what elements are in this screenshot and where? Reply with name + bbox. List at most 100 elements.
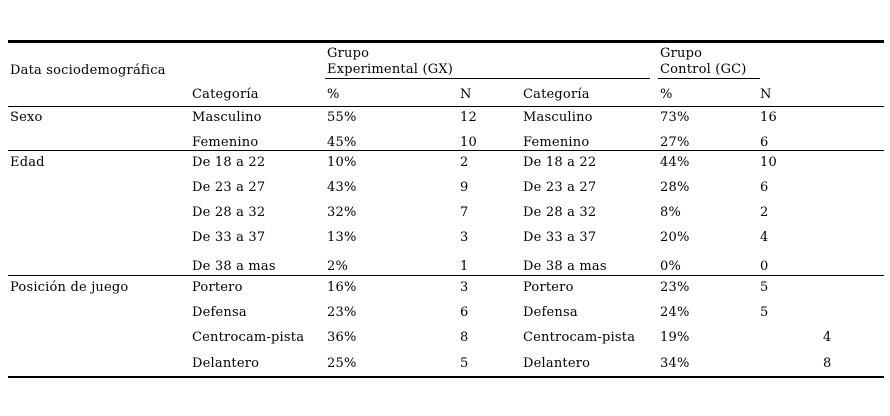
cell-percent-gx: 13% — [327, 230, 357, 245]
col-header-data-sociodemografica: Data sociodemográfica — [10, 63, 166, 78]
cell-percent-gx: 23% — [327, 305, 357, 320]
row-group-label: Posición de juego — [10, 280, 129, 295]
cell-category-gc: De 33 a 37 — [523, 230, 597, 245]
cell-category-gc: Centrocam-pista — [523, 330, 636, 345]
rule-top — [8, 40, 884, 43]
cell-category-gx: De 23 a 27 — [192, 180, 266, 195]
cell-n-gc-shifted: 8 — [823, 356, 832, 371]
cell-n-gc: 6 — [760, 180, 769, 195]
cell-percent-gc: 34% — [660, 356, 690, 371]
table-row-posicion-portero: Posición de juego Portero 16% 3 Portero … — [0, 280, 890, 297]
cell-category-gc: De 38 a mas — [523, 259, 607, 274]
cell-percent-gc: 8% — [660, 205, 682, 220]
cell-n-gx: 5 — [460, 356, 469, 371]
cell-n-gx: 2 — [460, 155, 469, 170]
cell-percent-gx: 43% — [327, 180, 357, 195]
col-header-n-gc: N — [760, 87, 772, 102]
group-header-gc-line2: Control (GC) — [660, 62, 747, 77]
cell-category-gx: De 38 a mas — [192, 259, 276, 274]
col-header-percent-gc: % — [660, 87, 673, 102]
cell-category-gc: Masculino — [523, 110, 593, 125]
cell-category-gc: De 28 a 32 — [523, 205, 597, 220]
cell-percent-gc: 19% — [660, 330, 690, 345]
col-header-categoria-gx: Categoría — [192, 87, 259, 102]
table-row-edad-33-37: De 33 a 37 13% 3 De 33 a 37 20% 4 — [0, 230, 890, 247]
cell-n-gx: 12 — [460, 110, 477, 125]
table-row-posicion-centrocampista: Centrocam-pista 36% 8 Centrocam-pista 19… — [0, 330, 890, 347]
cell-n-gx: 6 — [460, 305, 469, 320]
table-row-posicion-defensa: Defensa 23% 6 Defensa 24% 5 — [0, 305, 890, 322]
table-row-edad-18-22: Edad De 18 a 22 10% 2 De 18 a 22 44% 10 — [0, 155, 890, 172]
rule-under-column-headers — [8, 106, 884, 107]
group-header-gx-line2: Experimental (GX) — [327, 62, 454, 77]
cell-percent-gx: 36% — [327, 330, 357, 345]
cell-percent-gc: 23% — [660, 280, 690, 295]
cell-category-gc: De 23 a 27 — [523, 180, 597, 195]
cell-n-gc: 0 — [760, 259, 769, 274]
cell-n-gx: 3 — [460, 280, 469, 295]
col-header-categoria-gc: Categoría — [523, 87, 590, 102]
cell-n-gc: 4 — [760, 230, 769, 245]
col-header-n-gx: N — [460, 87, 472, 102]
cell-category-gx: Portero — [192, 280, 243, 295]
cell-n-gx: 10 — [460, 135, 477, 150]
cell-percent-gc: 73% — [660, 110, 690, 125]
rule-underline-gx-group — [325, 78, 650, 79]
cell-n-gx: 9 — [460, 180, 469, 195]
cell-percent-gx: 25% — [327, 356, 357, 371]
cell-category-gx: Defensa — [192, 305, 247, 320]
cell-category-gc: De 18 a 22 — [523, 155, 597, 170]
cell-category-gx: Masculino — [192, 110, 262, 125]
cell-n-gc-shifted: 4 — [823, 330, 832, 345]
cell-category-gc: Femenino — [523, 135, 590, 150]
cell-percent-gx: 32% — [327, 205, 357, 220]
row-group-label: Sexo — [10, 110, 43, 125]
cell-n-gc: 5 — [760, 305, 769, 320]
cell-n-gx: 8 — [460, 330, 469, 345]
cell-n-gx: 7 — [460, 205, 469, 220]
cell-percent-gc: 44% — [660, 155, 690, 170]
table-row-posicion-delantero: Delantero 25% 5 Delantero 34% 8 — [0, 356, 890, 373]
col-header-percent-gx: % — [327, 87, 340, 102]
cell-percent-gc: 27% — [660, 135, 690, 150]
cell-percent-gc: 0% — [660, 259, 682, 274]
cell-n-gx: 1 — [460, 259, 469, 274]
cell-category-gx: De 28 a 32 — [192, 205, 266, 220]
cell-percent-gx: 45% — [327, 135, 357, 150]
group-header-gx: Grupo Experimental (GX) — [327, 46, 453, 78]
cell-category-gc: Portero — [523, 280, 574, 295]
table-row-sexo-masculino: Sexo Masculino 55% 12 Masculino 73% 16 — [0, 110, 890, 127]
cell-n-gc: 16 — [760, 110, 777, 125]
cell-percent-gx: 16% — [327, 280, 357, 295]
cell-category-gx: De 33 a 37 — [192, 230, 266, 245]
cell-percent-gx: 10% — [327, 155, 357, 170]
rule-underline-gc-group — [658, 78, 760, 79]
rule-bottom — [8, 376, 884, 378]
cell-category-gx: Delantero — [192, 356, 260, 371]
cell-percent-gx: 55% — [327, 110, 357, 125]
cell-n-gc: 5 — [760, 280, 769, 295]
cell-category-gx: Centrocam-pista — [192, 330, 305, 345]
cell-n-gx: 3 — [460, 230, 469, 245]
table-row-edad-38-mas: De 38 a mas 2% 1 De 38 a mas 0% 0 — [0, 259, 890, 276]
table-row-edad-28-32: De 28 a 32 32% 7 De 28 a 32 8% 2 — [0, 205, 890, 222]
cell-percent-gc: 24% — [660, 305, 690, 320]
cell-category-gx: Femenino — [192, 135, 259, 150]
cell-n-gc: 2 — [760, 205, 769, 220]
cell-category-gc: Defensa — [523, 305, 578, 320]
cell-n-gc: 10 — [760, 155, 777, 170]
group-header-gx-line1: Grupo — [327, 46, 370, 61]
rule-divider-edad-posicion — [8, 275, 884, 276]
row-group-label: Edad — [10, 155, 45, 170]
group-header-gc: Grupo Control (GC) — [660, 46, 747, 78]
cell-n-gc: 6 — [760, 135, 769, 150]
cell-percent-gc: 20% — [660, 230, 690, 245]
cell-percent-gx: 2% — [327, 259, 349, 274]
cell-category-gx: De 18 a 22 — [192, 155, 266, 170]
rule-divider-sexo-edad — [8, 150, 884, 151]
group-header-gc-line1: Grupo — [660, 46, 703, 61]
cell-percent-gc: 28% — [660, 180, 690, 195]
table-row-edad-23-27: De 23 a 27 43% 9 De 23 a 27 28% 6 — [0, 180, 890, 197]
cell-category-gc: Delantero — [523, 356, 591, 371]
